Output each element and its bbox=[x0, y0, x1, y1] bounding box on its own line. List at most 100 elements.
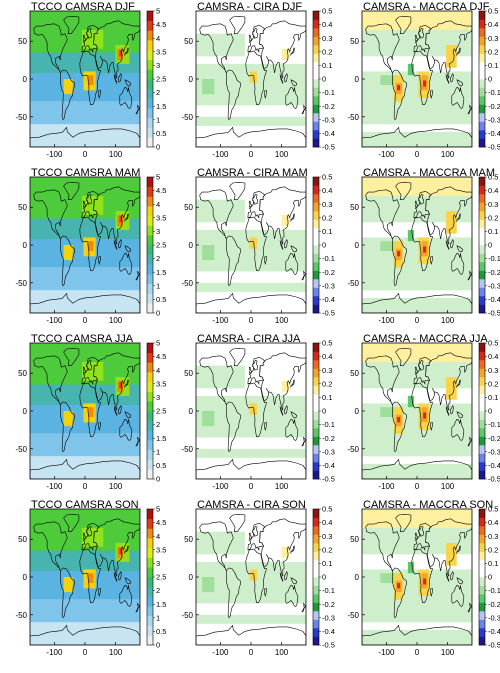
field-layer bbox=[30, 11, 140, 147]
colorbar: 5 4.5 4 3.5 3 2.5 2 1.5 1 0.5 0 bbox=[146, 339, 166, 484]
colorbar-swatch bbox=[313, 253, 319, 263]
y-tick-label: 0 bbox=[23, 241, 28, 250]
colorbar-swatch bbox=[479, 560, 485, 569]
colorbar-swatch bbox=[479, 394, 485, 403]
x-tick-label: 100 bbox=[109, 482, 123, 491]
colorbar-label: 0 bbox=[156, 475, 160, 484]
map-panel-tcco-jja: TCCO CAMSRA JJA -100 0 100 50 0 -50 5 4.5 4 3.5 3 2.… bbox=[15, 333, 166, 491]
colorbar-label: 0.5 bbox=[488, 7, 498, 16]
panel-title: TCCO CAMSRA JJA bbox=[31, 333, 134, 345]
field-region bbox=[446, 211, 457, 234]
field-region bbox=[119, 50, 123, 57]
colorbar-label: 0.3 bbox=[322, 532, 332, 541]
colorbar-label: -0.4 bbox=[322, 295, 335, 304]
coastline-su bbox=[279, 240, 284, 250]
coastline-ng bbox=[456, 577, 464, 585]
colorbar: 5 4.5 4 3.5 3 2.5 2 1.5 1 0.5 0 bbox=[146, 505, 166, 650]
colorbar-swatch bbox=[479, 428, 485, 437]
coastline-af bbox=[411, 548, 434, 604]
coastline-uk bbox=[414, 366, 418, 374]
field-layer bbox=[362, 343, 472, 479]
x-tick-label: 100 bbox=[275, 150, 289, 159]
colorbar-label: -0.3 bbox=[488, 115, 500, 124]
coastline-as bbox=[259, 518, 306, 577]
coastline-gl bbox=[395, 181, 412, 200]
colorbar-label: -0.5 bbox=[488, 309, 500, 318]
panel-title: TCCO CAMSRA DJF bbox=[31, 1, 135, 13]
field-region bbox=[380, 407, 399, 418]
coastline-au bbox=[119, 252, 133, 275]
colorbar-swatch bbox=[313, 585, 319, 595]
colorbar-swatch bbox=[479, 628, 485, 637]
coastline-au bbox=[119, 418, 133, 441]
colorbar-label: 0.4 bbox=[488, 352, 498, 361]
field-region bbox=[380, 241, 399, 252]
coastline-bo bbox=[117, 571, 122, 581]
coastline-au bbox=[285, 252, 299, 275]
x-tick-label: 0 bbox=[249, 482, 254, 491]
field-region bbox=[407, 229, 414, 242]
colorbar-label: 4 bbox=[156, 34, 160, 43]
colorbar-swatch bbox=[147, 235, 153, 246]
colorbar-swatch bbox=[313, 602, 319, 612]
colorbar-swatch bbox=[479, 343, 485, 352]
coastline-af bbox=[411, 50, 434, 105]
colorbar-swatch bbox=[313, 351, 319, 361]
coastline-mg bbox=[264, 587, 267, 597]
field-region bbox=[407, 395, 414, 408]
coastline-su bbox=[445, 240, 450, 250]
coastline-nz bbox=[467, 436, 472, 447]
colorbar-label: -0.5 bbox=[322, 641, 335, 650]
colorbar-swatch bbox=[313, 11, 319, 20]
coastline-nz bbox=[301, 602, 306, 613]
colorbar-label: -0.5 bbox=[322, 309, 335, 318]
colorbar-swatch bbox=[313, 296, 319, 305]
x-tick-label: 100 bbox=[441, 482, 455, 491]
coastline-eu bbox=[81, 357, 100, 385]
colorbar-swatch bbox=[147, 586, 153, 597]
coastline-nz bbox=[301, 104, 306, 115]
coastline-af bbox=[245, 548, 268, 604]
field-region bbox=[202, 79, 215, 95]
y-tick-label: -50 bbox=[15, 279, 27, 288]
colorbar-swatch bbox=[479, 602, 485, 612]
colorbar-swatch bbox=[313, 517, 319, 527]
field-region bbox=[30, 456, 140, 479]
colorbar-label: 1.5 bbox=[156, 434, 166, 443]
y-tick-label: 50 bbox=[184, 203, 193, 212]
y-tick-label: 0 bbox=[189, 75, 194, 84]
colorbar-label: 5 bbox=[156, 505, 160, 514]
colorbar-label: 0.3 bbox=[322, 200, 332, 209]
coastline-as bbox=[259, 352, 306, 411]
colorbar-label: 3.5 bbox=[156, 379, 166, 388]
colorbar-label: 3 bbox=[156, 393, 160, 402]
field-region bbox=[362, 343, 472, 362]
field-region bbox=[30, 101, 140, 125]
coastline-mg bbox=[98, 421, 101, 431]
x-tick-label: 100 bbox=[109, 648, 123, 657]
colorbar-label: 0.1 bbox=[322, 559, 332, 568]
colorbar-swatch bbox=[147, 88, 153, 99]
colorbar-label: 2 bbox=[156, 420, 160, 429]
colorbar-label: -0.2 bbox=[488, 102, 500, 111]
coastline-uk bbox=[414, 532, 418, 540]
colorbar-swatch bbox=[479, 130, 485, 139]
coastline-uk bbox=[82, 200, 86, 208]
colorbar-label: 0 bbox=[156, 143, 160, 152]
colorbar-label: 3 bbox=[156, 227, 160, 236]
colorbar-label: 0 bbox=[322, 75, 326, 84]
field-region bbox=[30, 124, 140, 147]
colorbar-swatch bbox=[479, 304, 485, 314]
coastline-na bbox=[365, 23, 400, 74]
coastline-mg bbox=[264, 89, 267, 99]
coastline-na bbox=[33, 23, 68, 74]
colorbar-swatch bbox=[313, 245, 319, 254]
coastline-na bbox=[199, 355, 234, 406]
colorbar-swatch bbox=[147, 49, 153, 60]
colorbar-swatch bbox=[147, 79, 153, 90]
coastline-eu bbox=[413, 191, 432, 219]
colorbar-label: -0.4 bbox=[488, 295, 500, 304]
colorbar-swatch bbox=[313, 436, 319, 446]
colorbar-label: -0.4 bbox=[322, 461, 335, 470]
x-tick-label: -100 bbox=[212, 316, 229, 325]
